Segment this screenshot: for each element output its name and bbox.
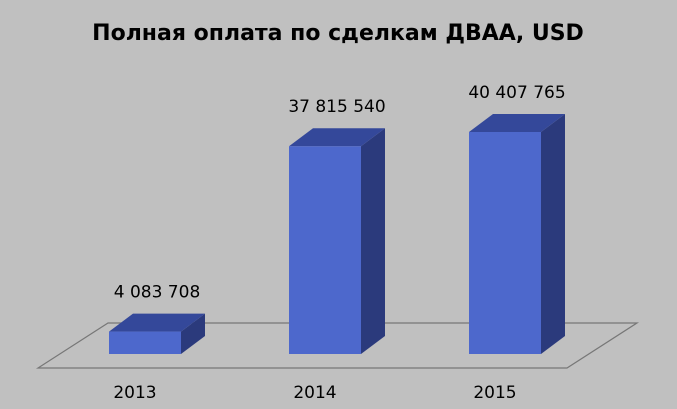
bar-side	[541, 114, 565, 354]
chart-floor	[35, 322, 640, 369]
bar-front	[469, 132, 541, 354]
bar-top	[289, 128, 385, 147]
bar-top	[109, 313, 205, 332]
bar-side	[361, 128, 385, 354]
category-tick: 2013	[113, 383, 156, 403]
category-ticks-group: 2013 2014 2015	[113, 383, 516, 403]
category-tick: 2014	[293, 383, 336, 403]
category-tick: 2015	[473, 383, 516, 403]
bar-top	[469, 114, 565, 132]
value-label: 4 083 708	[114, 283, 201, 303]
bars-group	[109, 114, 565, 354]
bar-2015	[469, 114, 565, 354]
value-label: 37 815 540	[288, 97, 385, 117]
bar-side	[181, 313, 205, 354]
value-label: 40 407 765	[468, 83, 565, 103]
bar-2014	[289, 128, 385, 354]
chart-title: Полная оплата по сделкам ДВАА, USD	[92, 21, 584, 46]
value-labels-group: 4 083 708 37 815 540 40 407 765	[114, 83, 566, 303]
bar-2013	[109, 313, 205, 354]
bar-front	[109, 331, 181, 354]
bar-front	[289, 146, 361, 354]
